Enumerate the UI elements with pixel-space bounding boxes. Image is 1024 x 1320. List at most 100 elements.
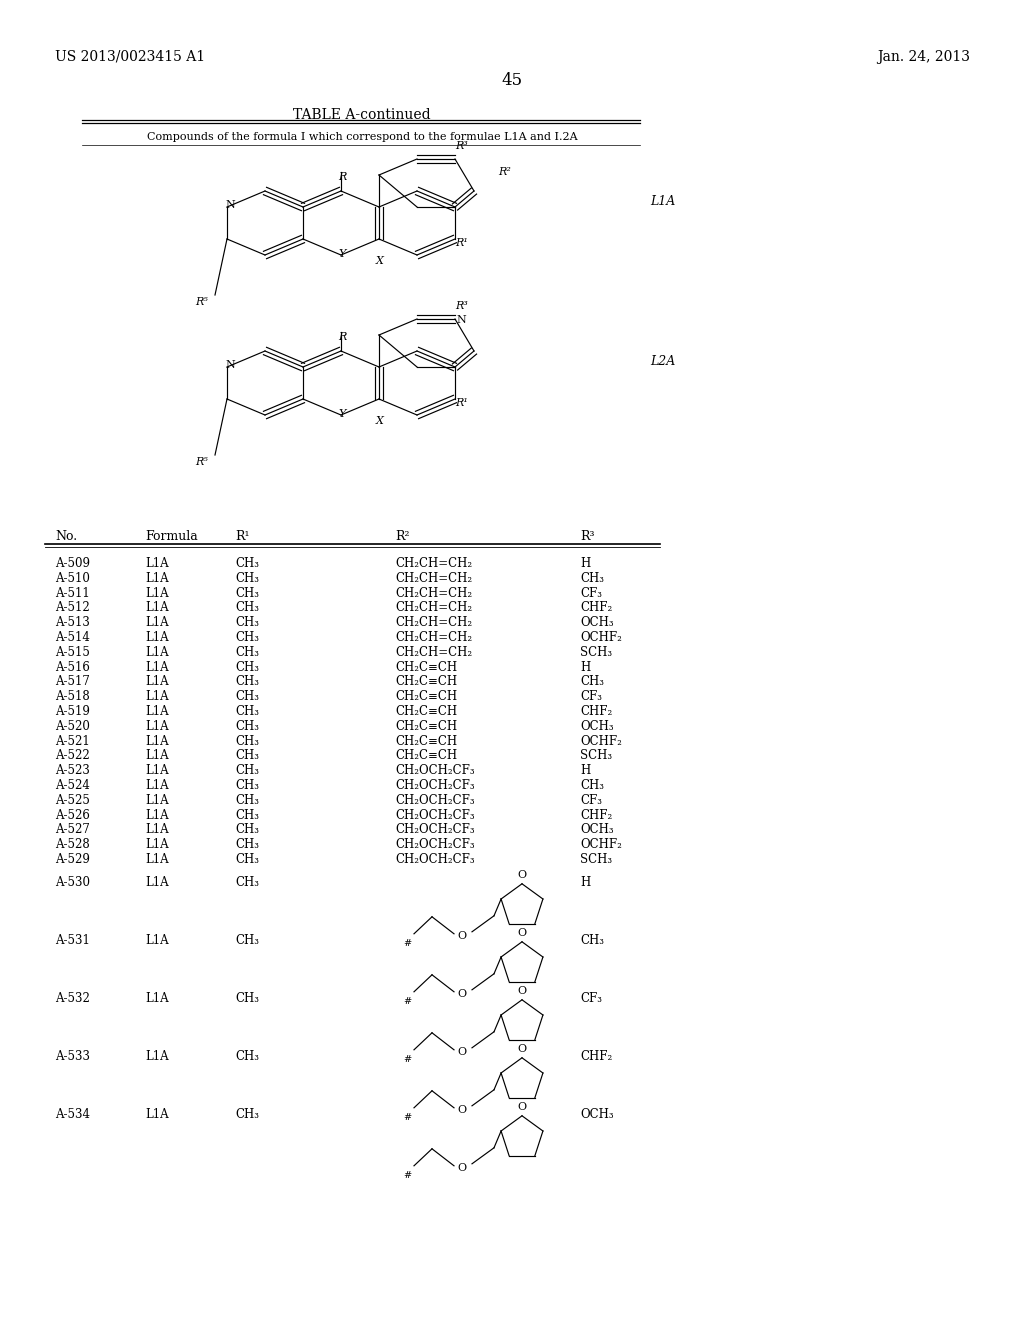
- Text: CH₃: CH₃: [234, 705, 259, 718]
- Text: CH₃: CH₃: [234, 660, 259, 673]
- Text: A-512: A-512: [55, 602, 90, 614]
- Text: O: O: [517, 1044, 526, 1053]
- Text: CF₃: CF₃: [580, 793, 602, 807]
- Text: A-516: A-516: [55, 660, 90, 673]
- Text: CH₂C≡CH: CH₂C≡CH: [395, 705, 457, 718]
- Text: CH₃: CH₃: [580, 933, 604, 946]
- Text: H: H: [580, 660, 590, 673]
- Text: CH₂C≡CH: CH₂C≡CH: [395, 660, 457, 673]
- Text: A-514: A-514: [55, 631, 90, 644]
- Text: R²: R²: [395, 531, 410, 543]
- Text: O: O: [517, 870, 526, 880]
- Text: CH₂C≡CH: CH₂C≡CH: [395, 690, 457, 704]
- Text: A-531: A-531: [55, 933, 90, 946]
- Text: A-515: A-515: [55, 645, 90, 659]
- Text: L1A: L1A: [145, 557, 169, 570]
- Text: L1A: L1A: [145, 793, 169, 807]
- Text: CH₃: CH₃: [234, 991, 259, 1005]
- Text: L2A: L2A: [650, 355, 675, 368]
- Text: Y: Y: [338, 249, 345, 259]
- Text: CF₃: CF₃: [580, 991, 602, 1005]
- Text: A-532: A-532: [55, 991, 90, 1005]
- Text: A-513: A-513: [55, 616, 90, 630]
- Text: CH₃: CH₃: [234, 1049, 259, 1063]
- Text: CH₃: CH₃: [580, 676, 604, 689]
- Text: L1A: L1A: [145, 853, 169, 866]
- Text: Y: Y: [338, 409, 345, 418]
- Text: O: O: [457, 931, 466, 941]
- Text: CF₃: CF₃: [580, 690, 602, 704]
- Text: R⁵: R⁵: [195, 297, 208, 308]
- Text: CH₂CH=CH₂: CH₂CH=CH₂: [395, 586, 472, 599]
- Text: L1A: L1A: [145, 645, 169, 659]
- Text: CH₂CH=CH₂: CH₂CH=CH₂: [395, 557, 472, 570]
- Text: CHF₂: CHF₂: [580, 1049, 612, 1063]
- Text: OCH₃: OCH₃: [580, 824, 613, 837]
- Text: A-525: A-525: [55, 793, 90, 807]
- Text: CH₃: CH₃: [234, 824, 259, 837]
- Text: US 2013/0023415 A1: US 2013/0023415 A1: [55, 50, 205, 63]
- Text: L1A: L1A: [145, 572, 169, 585]
- Text: CH₃: CH₃: [234, 602, 259, 614]
- Text: A-526: A-526: [55, 809, 90, 821]
- Text: L1A: L1A: [145, 616, 169, 630]
- Text: CF₃: CF₃: [580, 586, 602, 599]
- Text: #: #: [402, 997, 411, 1006]
- Text: H: H: [580, 557, 590, 570]
- Text: CH₂C≡CH: CH₂C≡CH: [395, 719, 457, 733]
- Text: #: #: [402, 1113, 411, 1122]
- Text: CH₃: CH₃: [234, 933, 259, 946]
- Text: R³: R³: [455, 141, 468, 150]
- Text: L1A: L1A: [145, 838, 169, 851]
- Text: O: O: [517, 986, 526, 995]
- Text: Compounds of the formula I which correspond to the formulae L1A and I.2A: Compounds of the formula I which corresp…: [146, 132, 578, 143]
- Text: CH₃: CH₃: [234, 853, 259, 866]
- Text: #: #: [402, 939, 411, 948]
- Text: CH₃: CH₃: [234, 735, 259, 747]
- Text: L1A: L1A: [145, 660, 169, 673]
- Text: A-530: A-530: [55, 875, 90, 888]
- Text: CH₃: CH₃: [234, 779, 259, 792]
- Text: R⁵: R⁵: [195, 457, 208, 467]
- Text: CH₃: CH₃: [234, 572, 259, 585]
- Text: CH₃: CH₃: [234, 809, 259, 821]
- Text: A-519: A-519: [55, 705, 90, 718]
- Text: A-529: A-529: [55, 853, 90, 866]
- Text: CH₃: CH₃: [234, 764, 259, 777]
- Text: CH₃: CH₃: [580, 572, 604, 585]
- Text: A-511: A-511: [55, 586, 90, 599]
- Text: OCH₃: OCH₃: [580, 1107, 613, 1121]
- Text: Jan. 24, 2013: Jan. 24, 2013: [877, 50, 970, 63]
- Text: R: R: [338, 172, 346, 182]
- Text: CH₃: CH₃: [234, 676, 259, 689]
- Text: CH₂OCH₂CF₃: CH₂OCH₂CF₃: [395, 838, 475, 851]
- Text: X: X: [376, 256, 384, 267]
- Text: N: N: [225, 201, 234, 210]
- Text: CH₃: CH₃: [234, 1107, 259, 1121]
- Text: L1A: L1A: [145, 676, 169, 689]
- Text: CH₃: CH₃: [234, 586, 259, 599]
- Text: R³: R³: [580, 531, 595, 543]
- Text: CHF₂: CHF₂: [580, 705, 612, 718]
- Text: CH₂CH=CH₂: CH₂CH=CH₂: [395, 616, 472, 630]
- Text: L1A: L1A: [145, 631, 169, 644]
- Text: O: O: [517, 928, 526, 937]
- Text: L1A: L1A: [145, 1107, 169, 1121]
- Text: TABLE A-continued: TABLE A-continued: [293, 108, 431, 121]
- Text: CH₂CH=CH₂: CH₂CH=CH₂: [395, 645, 472, 659]
- Text: CH₂OCH₂CF₃: CH₂OCH₂CF₃: [395, 779, 475, 792]
- Text: A-524: A-524: [55, 779, 90, 792]
- Text: CHF₂: CHF₂: [580, 809, 612, 821]
- Text: SCH₃: SCH₃: [580, 750, 612, 763]
- Text: L1A: L1A: [145, 809, 169, 821]
- Text: CH₃: CH₃: [234, 719, 259, 733]
- Text: OCH₃: OCH₃: [580, 719, 613, 733]
- Text: CHF₂: CHF₂: [580, 602, 612, 614]
- Text: L1A: L1A: [145, 779, 169, 792]
- Text: CH₃: CH₃: [234, 616, 259, 630]
- Text: CH₂OCH₂CF₃: CH₂OCH₂CF₃: [395, 809, 475, 821]
- Text: R³: R³: [455, 301, 468, 312]
- Text: OCHF₂: OCHF₂: [580, 631, 622, 644]
- Text: N: N: [456, 315, 466, 325]
- Text: A-510: A-510: [55, 572, 90, 585]
